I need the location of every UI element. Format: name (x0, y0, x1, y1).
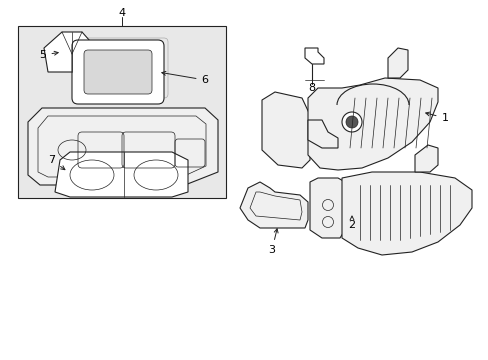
Text: 6: 6 (162, 71, 208, 85)
Polygon shape (55, 152, 187, 197)
Text: 1: 1 (425, 112, 447, 123)
FancyBboxPatch shape (72, 40, 163, 104)
Circle shape (346, 116, 357, 128)
Polygon shape (387, 48, 407, 78)
Polygon shape (341, 172, 471, 255)
Polygon shape (307, 78, 437, 170)
Text: 7: 7 (48, 155, 65, 170)
Polygon shape (44, 32, 98, 72)
Text: 8: 8 (308, 83, 315, 93)
FancyBboxPatch shape (84, 50, 152, 94)
Circle shape (341, 112, 361, 132)
Polygon shape (28, 108, 218, 185)
Polygon shape (307, 120, 337, 148)
Text: 3: 3 (268, 229, 278, 255)
Text: 2: 2 (348, 216, 355, 230)
Polygon shape (262, 92, 309, 168)
Polygon shape (414, 145, 437, 172)
Bar (18, 26, 225, 198)
Text: 4: 4 (118, 8, 125, 18)
Polygon shape (240, 182, 307, 228)
Polygon shape (309, 178, 345, 238)
Text: 5: 5 (40, 50, 58, 60)
Polygon shape (305, 48, 324, 64)
